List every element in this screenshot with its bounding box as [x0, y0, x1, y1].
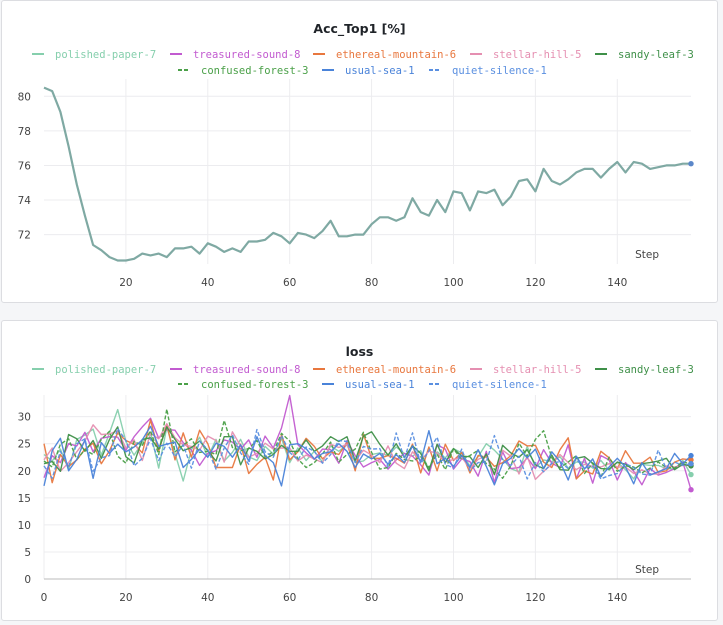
loss-legend-label-ethereal-mountain-6[interactable]: ethereal-mountain-6 — [336, 364, 456, 376]
loss-gridlines — [43, 395, 691, 580]
loss-legend-label-polished-paper-7[interactable]: polished-paper-7 — [55, 364, 156, 376]
accuracy-xtick-60: 60 — [283, 277, 296, 289]
loss-xtick-80: 80 — [365, 592, 378, 604]
accuracy-xtick-20: 20 — [119, 277, 132, 289]
accuracy-legend-label-ethereal-mountain-6[interactable]: ethereal-mountain-6 — [336, 49, 456, 61]
loss-xtick-120: 120 — [525, 592, 545, 604]
accuracy-legend-label-quiet-silence-1[interactable]: quiet-silence-1 — [452, 65, 547, 77]
accuracy-ytick-78: 78 — [18, 126, 31, 138]
loss-xtick-140: 140 — [607, 592, 627, 604]
loss-series-line-treasured-sound-8[interactable] — [43, 394, 692, 490]
loss-ytick-20: 20 — [18, 466, 31, 478]
loss-series-endpoint-quiet-silence-1[interactable] — [688, 461, 694, 467]
accuracy-xtick-40: 40 — [201, 277, 214, 289]
loss-series-line-ethereal-mountain-6[interactable] — [43, 419, 692, 484]
accuracy-xtick-100: 100 — [443, 277, 463, 289]
loss-legend-label-confused-forest-3[interactable]: confused-forest-3 — [201, 379, 308, 391]
loss-legend-label-sandy-leaf-3[interactable]: sandy-leaf-3 — [618, 364, 694, 376]
accuracy-legend-label-polished-paper-7[interactable]: polished-paper-7 — [55, 49, 156, 61]
loss-legend-label-usual-sea-1[interactable]: usual-sea-1 — [345, 379, 415, 391]
accuracy-ytick-74: 74 — [18, 195, 32, 207]
loss-legend-label-treasured-sound-8[interactable]: treasured-sound-8 — [193, 364, 300, 376]
loss-series-line-confused-forest-3[interactable] — [43, 408, 692, 480]
loss-series-endpoint-usual-sea-1[interactable] — [688, 452, 694, 459]
accuracy-chart-svg: polished-paper-7 treasured-sound-8 etherea… — [18, 49, 694, 289]
loss-chart-title: loss — [345, 344, 374, 359]
loss-ytick-0: 0 — [24, 574, 31, 586]
loss-legend-label-stellar-hill-5[interactable]: stellar-hill-5 — [493, 364, 582, 376]
loss-series-endpoint-ethereal-mountain-6[interactable] — [688, 457, 694, 463]
loss-ytick-30: 30 — [18, 412, 31, 424]
accuracy-series-endpoint-polished-paper-7[interactable] — [688, 161, 694, 167]
accuracy-ytick-72: 72 — [18, 230, 31, 242]
loss-ytick-25: 25 — [18, 439, 31, 451]
accuracy-legend-label-sandy-leaf-3[interactable]: sandy-leaf-3 — [618, 49, 694, 61]
loss-series-line-quiet-silence-1[interactable] — [43, 427, 692, 480]
accuracy-chart-title: Acc_Top1 [%] — [313, 21, 406, 36]
accuracy-ytick-80: 80 — [18, 91, 31, 103]
loss-ytick-5: 5 — [24, 547, 31, 559]
loss-chart-panel: loss polished-paper-7 treasured-sound-8 et… — [1, 320, 718, 621]
accuracy-gridlines — [44, 79, 691, 264]
accuracy-xlabel: Step — [635, 249, 659, 261]
loss-ytick-10: 10 — [18, 520, 31, 532]
loss-xtick-40: 40 — [201, 592, 214, 604]
accuracy-ytick-76: 76 — [18, 160, 32, 172]
accuracy-series-line-polished-paper-7[interactable] — [43, 86, 691, 262]
loss-series-endpoint-treasured-sound-8[interactable] — [688, 487, 694, 493]
accuracy-legend-label-treasured-sound-8[interactable]: treasured-sound-8 — [193, 49, 300, 61]
loss-series-line-sandy-leaf-3[interactable] — [43, 426, 692, 476]
loss-xtick-0: 0 — [41, 592, 48, 604]
loss-legend-label-quiet-silence-1[interactable]: quiet-silence-1 — [452, 379, 547, 391]
loss-xtick-20: 20 — [119, 592, 132, 604]
loss-ytick-15: 15 — [18, 493, 31, 505]
accuracy-chart-panel: Acc_Top1 [%] polished-paper-7 treasured-s… — [1, 0, 718, 303]
loss-xlabel: Step — [635, 564, 659, 576]
loss-xtick-60: 60 — [283, 592, 296, 604]
accuracy-legend-label-confused-forest-3[interactable]: confused-forest-3 — [201, 65, 308, 77]
accuracy-xtick-80: 80 — [365, 277, 378, 289]
accuracy-legend-label-usual-sea-1[interactable]: usual-sea-1 — [345, 65, 415, 77]
loss-series-endpoint-polished-paper-7[interactable] — [688, 471, 694, 478]
loss-chart-svg: polished-paper-7 treasured-sound-8 etherea… — [18, 364, 694, 604]
accuracy-xtick-120: 120 — [525, 277, 545, 289]
loss-xtick-100: 100 — [443, 592, 463, 604]
accuracy-legend-label-stellar-hill-5[interactable]: stellar-hill-5 — [493, 49, 582, 61]
accuracy-xtick-140: 140 — [607, 277, 627, 289]
